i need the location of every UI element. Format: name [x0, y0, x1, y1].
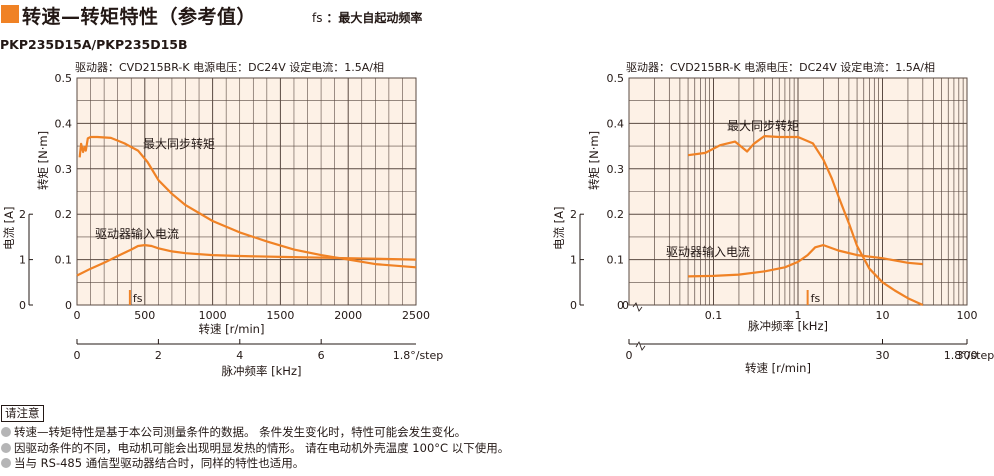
- chart-header: 驱动器：CVD215BR-K 电源电压：DC24V 设定电流：1.5A/相: [75, 60, 384, 74]
- x-axis-label: 脉冲频率 [kHz]: [748, 319, 828, 333]
- bullet-icon: [1, 442, 11, 453]
- y2-tick-label: 0: [19, 299, 26, 312]
- x-tick-label: 500: [134, 309, 155, 322]
- series-label: 驱动器输入电流: [95, 226, 179, 241]
- page-title: 转速—转矩特性（参考值）: [22, 6, 257, 28]
- y-tick-label: 0.3: [55, 163, 73, 176]
- y-tick-label: 0.4: [55, 117, 73, 130]
- x2-note: 1.8°/step: [393, 349, 444, 362]
- note-item: 因驱动条件的不同，电动机可能会出现明显发热的情形。 请在电动机外壳温度 100°…: [1, 441, 509, 457]
- plot-frame: [628, 77, 968, 306]
- plot-frame: [76, 77, 417, 306]
- y2-tick-label: 2: [570, 208, 577, 221]
- y-tick-label: 0.1: [607, 254, 625, 267]
- note-text: 转速—转矩特性是基于本公司测量条件的数据。 条件发生变化时，特性可能会发生变化。: [14, 425, 467, 439]
- y2-axis-label: 电流 [A]: [2, 207, 16, 251]
- x2-tick-label: 4: [236, 349, 243, 362]
- note-item: 转速—转矩特性是基于本公司测量条件的数据。 条件发生变化时，特性可能会发生变化。: [1, 425, 509, 441]
- current-curve: [76, 244, 417, 277]
- fs-symbol: fs: [312, 11, 323, 25]
- x-tick-label: 1000: [199, 309, 227, 322]
- fs-description: ：最大自起动频率: [326, 11, 423, 25]
- x-tick-label: 2500: [402, 309, 430, 322]
- y-tick-label: 0.3: [607, 163, 625, 176]
- title-accent-square: [1, 5, 19, 23]
- x2-tick-label: 2: [155, 349, 162, 362]
- fs-marker-label: fs: [133, 292, 143, 305]
- x2-axis-label: 转速 [r/min]: [745, 361, 811, 375]
- series-label: 最大同步转矩: [727, 118, 799, 133]
- y2-tick-label: 2: [19, 208, 26, 221]
- y-axis-label: 转矩 [N·m]: [587, 131, 601, 190]
- y2-tick-label: 1: [19, 254, 26, 267]
- note-item: 当与 RS-485 通信型驱动器结合时，同样的特性也适用。: [1, 456, 509, 472]
- y-tick-label: 0: [65, 299, 72, 312]
- x-tick-label: 100: [957, 309, 978, 322]
- x2-tick-label: 30: [876, 349, 890, 362]
- x-tick-label: 1500: [266, 309, 294, 322]
- axis-break-mark: [632, 302, 643, 312]
- bullet-icon: [1, 427, 11, 437]
- chart-header: 驱动器：CVD215BR-K 电源电压：DC24V 设定电流：1.5A/相: [626, 60, 935, 74]
- x2-axis-label: 脉冲频率 [kHz]: [222, 364, 302, 378]
- y-tick-label: 0.4: [607, 117, 625, 130]
- x-tick-label: 0: [622, 299, 629, 312]
- y-tick-label: 0.5: [607, 72, 625, 85]
- y-tick-label: 0: [617, 299, 624, 312]
- y2-axis-label: 电流 [A]: [552, 207, 566, 251]
- x2-note: 1.8°/step: [944, 349, 994, 362]
- x-axis-label: 转速 [r/min]: [199, 322, 265, 336]
- current-curve: [688, 244, 923, 278]
- x-tick-label: 0: [74, 309, 81, 322]
- y2-tick-label: 0: [570, 299, 577, 312]
- series-label: 驱动器输入电流: [666, 244, 750, 259]
- y-axis-label: 转矩 [N·m]: [36, 131, 50, 190]
- x2-tick-label: 0: [74, 349, 81, 362]
- notes-list: 转速—转矩特性是基于本公司测量条件的数据。 条件发生变化时，特性可能会发生变化。…: [1, 425, 509, 472]
- y-tick-label: 0.5: [55, 72, 73, 85]
- y-tick-label: 0.1: [55, 254, 73, 267]
- axis-break-mark: [635, 341, 646, 351]
- y-tick-label: 0.2: [55, 208, 73, 221]
- x-tick-label: 10: [876, 309, 890, 322]
- x2-tick-label: 300: [957, 349, 978, 362]
- x-tick-label: 0.1: [705, 309, 723, 322]
- fs-marker-label: fs: [811, 292, 821, 305]
- x2-tick-label: 6: [318, 349, 325, 362]
- note-text: 当与 RS-485 通信型驱动器结合时，同样的特性也适用。: [14, 456, 305, 470]
- x-tick-label: 1: [795, 309, 802, 322]
- fs-legend-note: fs ：最大自起动频率: [312, 9, 422, 26]
- note-text: 因驱动条件的不同，电动机可能会出现明显发热的情形。 请在电动机外壳温度 100°…: [14, 440, 510, 455]
- model-number: PKP235D15A/PKP235D15B: [0, 37, 188, 52]
- bullet-icon: [1, 458, 11, 468]
- series-label: 最大同步转矩: [143, 136, 215, 151]
- y-tick-label: 0.2: [607, 208, 625, 221]
- x2-tick-label: 0: [626, 349, 633, 362]
- notice-label: 请注意: [1, 405, 44, 422]
- torque-curve: [78, 135, 417, 269]
- torque-curve: [687, 135, 924, 307]
- y2-tick-label: 1: [570, 254, 577, 267]
- x-tick-label: 2000: [334, 309, 362, 322]
